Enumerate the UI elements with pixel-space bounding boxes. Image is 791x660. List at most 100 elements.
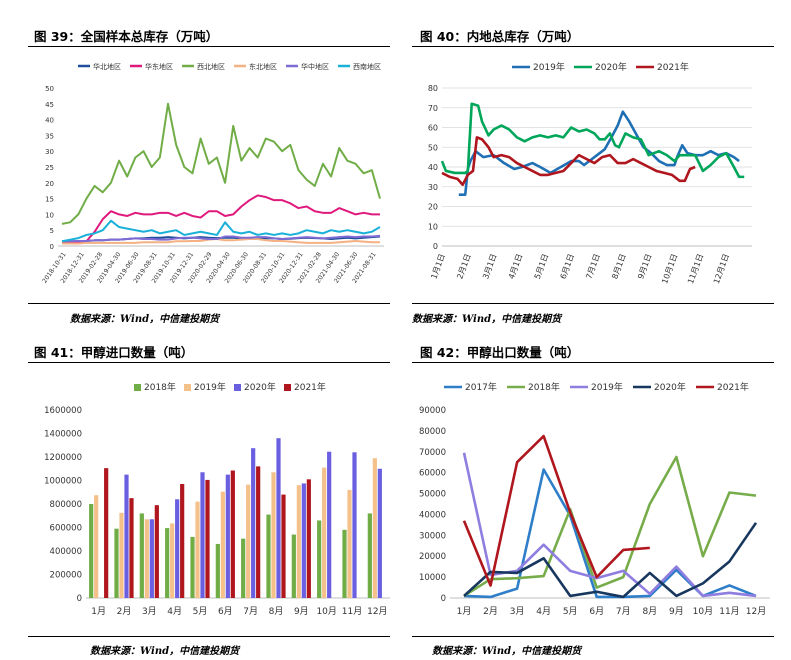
bar xyxy=(190,536,195,598)
y-tick-label: 70000 xyxy=(419,448,446,458)
x-tick-label: 12月 xyxy=(367,606,387,617)
bar xyxy=(306,479,311,598)
source-rule xyxy=(412,636,774,637)
y-tick-label: 0 xyxy=(441,594,446,604)
bar xyxy=(271,472,276,598)
x-tick-label: 11月 xyxy=(342,606,362,617)
series-line xyxy=(61,102,381,225)
y-tick-label: 45 xyxy=(45,101,54,109)
bar xyxy=(205,479,210,598)
y-tick-label: 1000000 xyxy=(44,477,82,487)
bar xyxy=(367,513,372,598)
bar xyxy=(327,451,332,598)
x-tick-label: 10月 xyxy=(316,606,336,617)
y-tick-label: 10 xyxy=(45,211,54,219)
bar xyxy=(377,468,382,598)
bar xyxy=(195,501,200,598)
x-tick-label: 11月 xyxy=(719,606,739,617)
y-tick-label: 80000 xyxy=(419,427,446,437)
x-tick-label: 3月 xyxy=(142,606,157,617)
y-tick-label: 60 xyxy=(428,124,438,133)
y-tick-label: 20 xyxy=(428,203,438,212)
legend-label: 2019年 xyxy=(194,381,226,393)
legend-label: 2021年 xyxy=(657,61,689,73)
y-tick-label: 30 xyxy=(428,183,438,192)
series-line xyxy=(463,455,757,598)
title-rule xyxy=(28,46,390,47)
x-tick-label: 8月 xyxy=(269,606,284,617)
y-tick-label: 80 xyxy=(428,84,438,93)
legend-label: 2020年 xyxy=(654,381,686,393)
bar xyxy=(301,483,306,598)
x-tick-label: 8月 xyxy=(642,606,657,617)
legend-label: 2018年 xyxy=(144,381,176,393)
y-tick-label: 60000 xyxy=(419,469,446,479)
legend-swatch xyxy=(184,384,191,391)
legend-label: 2021年 xyxy=(294,381,326,393)
y-tick-label: 10 xyxy=(428,222,438,231)
y-tick-label: 1600000 xyxy=(44,406,82,416)
y-tick-label: 10000 xyxy=(419,573,446,583)
series-line xyxy=(62,234,381,243)
bar xyxy=(170,523,175,598)
bar xyxy=(317,520,322,598)
legend-label: 东北地区 xyxy=(249,62,277,71)
bar xyxy=(154,505,159,598)
y-tick-label: 1200000 xyxy=(44,453,82,463)
bar xyxy=(114,528,119,598)
source-note: 数据来源：Wind，中信建投期货 xyxy=(70,314,220,325)
bar xyxy=(347,489,352,598)
x-tick-label: 2月 xyxy=(117,606,132,617)
x-tick-label: 12月 xyxy=(746,606,766,617)
y-tick-label: 5 xyxy=(50,227,54,235)
legend-swatch xyxy=(234,384,241,391)
bar xyxy=(246,484,251,598)
legend-label: 2017年 xyxy=(465,381,497,393)
y-tick-label: 15 xyxy=(45,196,54,204)
y-tick-label: 0 xyxy=(433,242,438,251)
y-tick-label: 50000 xyxy=(419,490,446,500)
methanol-export-chart: 0 10000 20000 30000 40000 50000 60000 70000 8000… xyxy=(408,368,782,630)
bar xyxy=(281,494,286,598)
x-tick-label: 6月 xyxy=(589,606,604,617)
y-tick-label: 0 xyxy=(50,243,54,251)
y-tick-label: 70 xyxy=(428,104,438,113)
series-line xyxy=(463,522,758,599)
legend-label: 2019年 xyxy=(591,381,623,393)
legend-label: 2020年 xyxy=(244,381,276,393)
legend-label: 西南地区 xyxy=(353,62,381,71)
bar xyxy=(215,543,220,598)
y-tick-label: 1400000 xyxy=(44,430,82,440)
x-tick-label: 4月 xyxy=(536,606,551,617)
series-line xyxy=(441,136,696,187)
y-tick-label: 25 xyxy=(45,164,54,172)
figure-title: 图 41：甲醇进口数量（吨） xyxy=(34,345,194,360)
y-tick-label: 400000 xyxy=(50,547,82,557)
bar xyxy=(180,484,185,598)
source-note: 数据来源：Wind，中信建投期货 xyxy=(412,314,562,325)
bar xyxy=(175,499,180,598)
title-rule xyxy=(28,362,390,363)
y-tick-label: 35 xyxy=(45,132,54,140)
bar xyxy=(119,512,124,598)
bar xyxy=(266,514,271,598)
bar xyxy=(276,438,281,598)
chart-bg xyxy=(412,52,774,300)
x-tick-label: 5月 xyxy=(563,606,578,617)
legend-label: 2019年 xyxy=(533,61,565,73)
bar xyxy=(149,519,154,598)
x-tick-label: 9月 xyxy=(294,606,309,617)
bar xyxy=(200,472,205,598)
source-note: 数据来源：Wind，中信建投期货 xyxy=(90,646,240,657)
source-rule xyxy=(412,303,774,304)
methanol-import-chart: 0 200000 400000 600000 800000 1000000 1200000 1… xyxy=(28,368,398,630)
y-tick-label: 40 xyxy=(428,163,438,172)
legend-label: 华中地区 xyxy=(301,62,329,71)
y-tick-label: 30000 xyxy=(419,531,446,541)
legend-label: 华北地区 xyxy=(93,62,121,71)
legend-label: 2020年 xyxy=(595,61,627,73)
bar xyxy=(165,528,170,598)
bar xyxy=(230,470,235,598)
bar xyxy=(225,474,230,598)
